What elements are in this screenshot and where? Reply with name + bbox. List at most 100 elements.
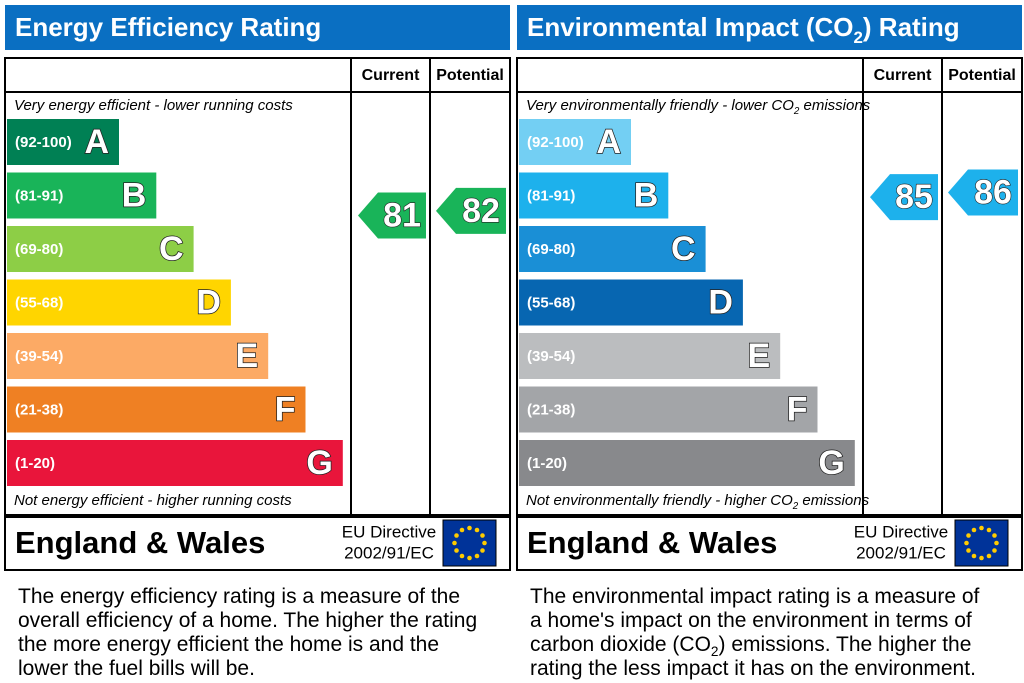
band-letter: A xyxy=(84,123,109,161)
description-line-part: rating the less impact it has on the env… xyxy=(530,657,976,680)
region: England & Wales xyxy=(15,525,265,560)
region: England & Wales xyxy=(527,525,777,560)
band-letter: F xyxy=(787,390,808,428)
column-header: Current xyxy=(362,67,420,84)
band-letter: D xyxy=(708,283,733,321)
description-line: the more energy efficient the home is an… xyxy=(18,633,439,656)
rating-band xyxy=(7,333,269,379)
flag-star xyxy=(474,527,480,533)
band-letter: A xyxy=(596,123,621,161)
column-header: Potential xyxy=(948,67,1016,84)
flag-star xyxy=(971,553,977,559)
flag-star xyxy=(459,553,465,559)
band-letter: G xyxy=(818,444,844,482)
rating-box xyxy=(4,57,511,516)
flag-star xyxy=(979,525,984,531)
description-line-part: the more energy efficient the home is an… xyxy=(18,633,439,656)
band-range: (39-54) xyxy=(15,348,63,365)
flag-star xyxy=(454,548,459,553)
rating-band xyxy=(519,172,669,219)
bottom-note: Not energy efficient - higher running co… xyxy=(14,492,292,509)
footer-box xyxy=(516,516,1023,571)
title-bar xyxy=(5,5,510,50)
band-letter: E xyxy=(748,337,771,375)
flag-star xyxy=(459,527,465,533)
panel-title-part: Environmental Impact (CO xyxy=(527,12,854,42)
panel-title-part: Energy Efficiency Rating xyxy=(15,12,321,42)
description-line: The environmental impact rating is a mea… xyxy=(530,585,980,608)
description-line-part: a home's impact on the environment in te… xyxy=(530,609,972,632)
directive: EU Directive xyxy=(342,522,436,541)
rating-value: 86 xyxy=(974,173,1012,211)
column-header: Potential xyxy=(436,67,504,84)
band-range: (21-38) xyxy=(527,401,575,418)
flag-star xyxy=(482,540,487,546)
band-range: (69-80) xyxy=(15,241,63,258)
band-range: (55-68) xyxy=(15,294,63,311)
rating-band xyxy=(7,386,306,433)
description-line-part: overall efficiency of a home. The higher… xyxy=(18,609,477,632)
panel-title-part: 2 xyxy=(854,28,863,47)
band-letter: E xyxy=(236,337,259,375)
title-bar xyxy=(517,5,1022,50)
flag-star xyxy=(467,525,472,531)
panel-title: Environmental Impact (CO2) Rating xyxy=(527,12,960,47)
rating-arrow xyxy=(358,192,426,239)
description-line-part: carbon dioxide (CO xyxy=(530,633,711,656)
bottom-note-part: Not environmentally friendly - higher CO xyxy=(526,492,793,509)
flag-star xyxy=(454,533,459,538)
flag-star xyxy=(971,527,977,533)
band-letter: D xyxy=(196,283,221,321)
band-letter: B xyxy=(122,176,147,214)
rating-band xyxy=(519,279,743,326)
rating-band xyxy=(7,226,194,272)
band-range: (21-38) xyxy=(15,401,63,418)
top-note-part: emissions xyxy=(799,97,870,114)
rating-band xyxy=(7,279,231,326)
flag-star xyxy=(467,555,472,561)
bottom-note-part: 2 xyxy=(792,501,799,512)
flag-star xyxy=(979,555,984,561)
band-range: (55-68) xyxy=(527,294,575,311)
band-letter: C xyxy=(671,230,696,268)
band-range: (1-20) xyxy=(527,455,567,472)
rating-value: 81 xyxy=(383,196,421,234)
band-letter: C xyxy=(159,230,184,268)
flag-star xyxy=(966,548,971,553)
description-line-part: The energy efficiency rating is a measur… xyxy=(18,585,460,608)
rating-band xyxy=(7,440,343,486)
directive-code: 2002/91/EC xyxy=(344,543,434,562)
rating-band xyxy=(7,172,157,219)
bottom-note: Not environmentally friendly - higher CO… xyxy=(526,492,870,512)
footer-box xyxy=(4,516,511,571)
description-line: overall efficiency of a home. The higher… xyxy=(18,609,477,632)
directive: EU Directive xyxy=(854,522,948,541)
band-range: (39-54) xyxy=(527,348,575,365)
flag-star xyxy=(474,553,480,559)
band-range: (81-91) xyxy=(15,187,63,204)
flag-star xyxy=(964,540,969,546)
panel-title-part: ) Rating xyxy=(863,12,960,42)
description-line-part: 2 xyxy=(711,644,719,659)
rating-band xyxy=(519,333,781,379)
description-line: lower the fuel bills will be. xyxy=(18,657,255,680)
flag-star xyxy=(452,540,457,546)
band-range: (92-100) xyxy=(527,134,584,151)
flag-star xyxy=(966,533,971,538)
rating-arrow xyxy=(948,169,1018,216)
top-note: Very environmentally friendly - lower CO… xyxy=(526,97,871,117)
band-letter: B xyxy=(634,176,659,214)
band-range: (81-91) xyxy=(527,187,575,204)
flag-star xyxy=(986,527,992,533)
band-letter: F xyxy=(275,390,296,428)
flag-star xyxy=(992,548,997,553)
rating-band xyxy=(519,386,818,433)
description-line-part: lower the fuel bills will be. xyxy=(18,657,255,680)
rating-band xyxy=(519,119,631,165)
description-line-part: ) emissions. The higher the xyxy=(719,633,972,656)
rating-arrow xyxy=(436,187,506,234)
bottom-note-part: Not energy efficient - higher running co… xyxy=(14,492,292,509)
description-line: The energy efficiency rating is a measur… xyxy=(18,585,460,608)
rating-arrow xyxy=(870,174,938,221)
